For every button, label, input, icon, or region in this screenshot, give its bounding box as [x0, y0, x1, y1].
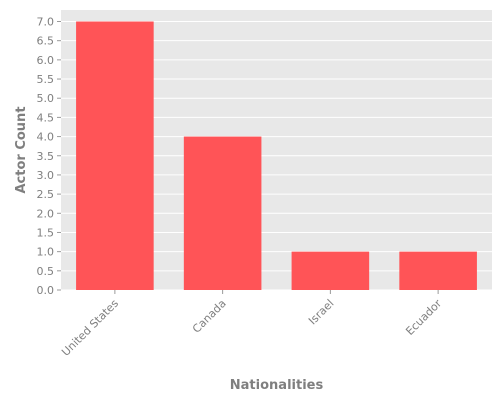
x-tick-label: Canada — [190, 297, 229, 336]
x-axis-ticks: United States Canada Israel Ecuador — [59, 290, 445, 359]
x-axis-title: Nationalities — [230, 378, 324, 393]
y-tick-label: 2.0 — [37, 207, 55, 220]
bars — [76, 21, 477, 291]
y-tick-label: 4.0 — [37, 131, 55, 144]
x-tick-label: United States — [59, 297, 121, 359]
y-tick-label: 6.0 — [37, 54, 55, 67]
y-tick-label: 7.0 — [37, 16, 55, 29]
y-tick-label: 1.5 — [37, 226, 55, 239]
y-tick-label: 0.0 — [37, 284, 55, 297]
bar-ecuador — [399, 251, 477, 290]
y-tick-label: 6.5 — [37, 35, 55, 48]
y-tick-label: 5.0 — [37, 92, 55, 105]
y-tick-label: 4.5 — [37, 111, 55, 124]
bar-united-states — [76, 21, 154, 291]
y-tick-label: 2.5 — [37, 188, 55, 201]
x-tick-label: Israel — [306, 297, 336, 327]
y-tick-label: 1.0 — [37, 246, 55, 259]
y-tick-label: 0.5 — [37, 265, 55, 278]
y-tick-label: 3.5 — [37, 150, 55, 163]
bar-israel — [291, 251, 370, 290]
y-tick-label: 3.0 — [37, 169, 55, 182]
bar-canada — [183, 136, 262, 290]
y-tick-label: 5.5 — [37, 73, 55, 86]
x-tick-label: Ecuador — [403, 297, 444, 338]
y-axis-ticks: 0.0 0.5 1.0 1.5 2.0 2.5 3.0 3.5 4.0 4.5 5.0 5.5 6.0 6… — [37, 16, 61, 297]
y-axis-title: Actor Count — [14, 106, 29, 193]
